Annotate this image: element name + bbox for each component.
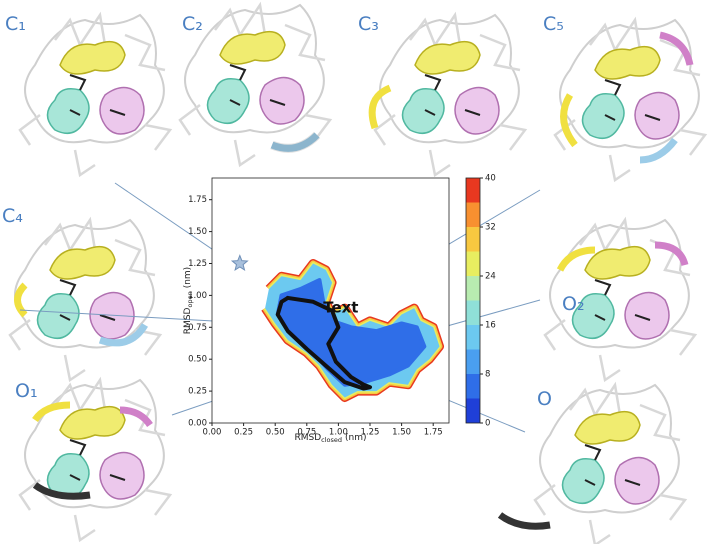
- y-tick-label: 1.00: [188, 291, 207, 301]
- star-marker: [230, 254, 249, 272]
- axis-label-sub: open: [186, 291, 194, 307]
- colorbar-band: [466, 178, 480, 203]
- colorbar-band: [466, 325, 480, 350]
- y-tick-label: 0.50: [188, 355, 207, 365]
- axis-label-text: RMSD: [294, 433, 321, 443]
- colorbar-band: [466, 374, 480, 399]
- panel-label: O: [537, 388, 552, 410]
- panel-label: O₂: [562, 293, 585, 315]
- colorbar-band: [466, 202, 480, 227]
- x-tick-label: 0.75: [297, 428, 316, 438]
- colorbar-tick-label: 24: [485, 272, 496, 282]
- annotation: Text: [323, 299, 358, 317]
- axis-label-text: RMSD: [183, 307, 193, 334]
- y-tick-label: 1.50: [188, 227, 207, 237]
- contour-plot: Text 0.00 0.25 0.50 0.75 1.00 1.25 1.50 1.75 0.00…: [183, 174, 496, 445]
- axis-label: RMSDopen (nm): [183, 267, 194, 334]
- pathway-line: [275, 295, 372, 391]
- colorbar-band: [466, 227, 480, 252]
- y-tick-label: 0.75: [188, 323, 207, 333]
- motion-arrows: [14, 31, 694, 530]
- x-tick-label: 1.25: [361, 428, 380, 438]
- y-tick-label: 0.25: [188, 387, 207, 397]
- axis-label-unit: (nm): [345, 433, 367, 443]
- colorbar-band: [466, 251, 480, 276]
- y-tick-label: 1.25: [188, 259, 207, 269]
- panel-labels: C₁ C₂ C₃ C₅ C₄ O₂ O₁ O: [2, 13, 585, 410]
- colorbar-tick-label: 0: [485, 419, 490, 429]
- panel-label: C₅: [543, 13, 564, 35]
- axis-label: RMSDclosed (nm): [294, 433, 366, 444]
- y-tick-label: 0.00: [188, 419, 207, 429]
- panel-label: C₁: [5, 13, 26, 35]
- y-tick-label: 1.75: [188, 195, 207, 205]
- colorbar-band: [466, 398, 480, 423]
- colorbar-band: [466, 276, 480, 301]
- axis-label-sub: closed: [321, 436, 342, 444]
- panel-label: O₁: [15, 380, 38, 402]
- panel-label: C₃: [358, 13, 379, 35]
- panel-label: C₂: [182, 13, 203, 35]
- x-tick-label: 0.50: [266, 428, 285, 438]
- colorbar-tick-label: 40: [485, 174, 496, 184]
- colorbar-band: [466, 349, 480, 374]
- x-tick-label: 1.00: [329, 428, 348, 438]
- x-tick-label: 0.25: [234, 428, 253, 438]
- x-tick-label: 0.00: [203, 428, 222, 438]
- colorbar-tick-label: 8: [485, 370, 490, 380]
- x-tick-label: 1.50: [392, 428, 411, 438]
- axis-label-unit: (nm): [183, 267, 193, 289]
- x-tick-label: 1.75: [424, 428, 443, 438]
- panel-label: C₄: [2, 205, 23, 227]
- colorbar-tick-label: 32: [485, 223, 496, 233]
- colorbar-frame: [465, 177, 481, 424]
- colorbar-band: [466, 300, 480, 325]
- plot-frame: [211, 177, 450, 424]
- colorbar-tick-label: 16: [485, 321, 496, 331]
